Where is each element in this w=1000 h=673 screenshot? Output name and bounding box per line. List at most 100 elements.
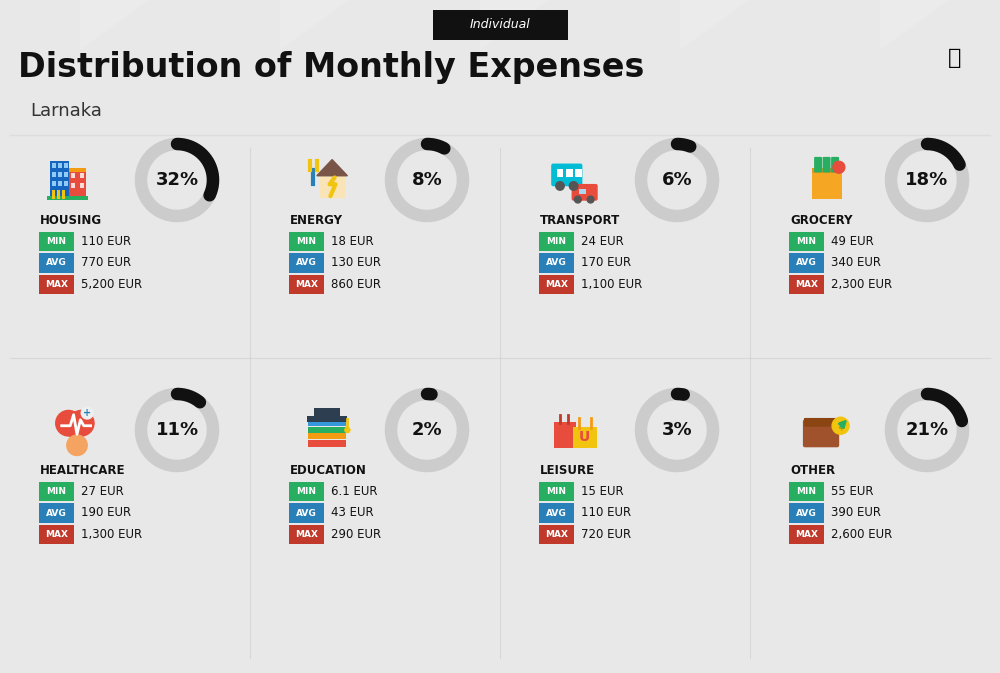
FancyBboxPatch shape xyxy=(39,482,74,501)
FancyBboxPatch shape xyxy=(789,232,824,251)
FancyBboxPatch shape xyxy=(289,525,324,544)
Text: Individual: Individual xyxy=(470,18,530,32)
FancyBboxPatch shape xyxy=(68,168,86,172)
Text: 130 EUR: 130 EUR xyxy=(331,256,381,269)
Text: 1,300 EUR: 1,300 EUR xyxy=(81,528,142,541)
FancyBboxPatch shape xyxy=(789,253,824,273)
Text: LEISURE: LEISURE xyxy=(540,464,595,476)
Circle shape xyxy=(68,411,94,436)
FancyBboxPatch shape xyxy=(80,182,84,188)
Text: MIN: MIN xyxy=(47,237,66,246)
FancyBboxPatch shape xyxy=(789,482,824,501)
FancyBboxPatch shape xyxy=(289,503,324,523)
FancyBboxPatch shape xyxy=(58,172,62,176)
FancyBboxPatch shape xyxy=(39,503,74,523)
Circle shape xyxy=(56,411,81,436)
Text: AVG: AVG xyxy=(796,509,817,518)
FancyBboxPatch shape xyxy=(804,418,838,427)
Text: 2%: 2% xyxy=(412,421,442,439)
FancyBboxPatch shape xyxy=(52,181,56,186)
FancyBboxPatch shape xyxy=(47,196,88,201)
Circle shape xyxy=(556,182,564,190)
Text: 6.1 EUR: 6.1 EUR xyxy=(331,485,378,498)
Text: MAX: MAX xyxy=(545,530,568,539)
Text: MAX: MAX xyxy=(545,280,568,289)
FancyBboxPatch shape xyxy=(812,173,842,199)
FancyBboxPatch shape xyxy=(58,163,62,168)
Text: 18%: 18% xyxy=(905,171,949,189)
FancyBboxPatch shape xyxy=(539,482,574,501)
Text: OTHER: OTHER xyxy=(790,464,835,476)
Circle shape xyxy=(345,427,350,433)
Text: AVG: AVG xyxy=(546,509,567,518)
Text: EDUCATION: EDUCATION xyxy=(290,464,367,476)
Circle shape xyxy=(569,182,578,190)
Text: 49 EUR: 49 EUR xyxy=(831,235,874,248)
Circle shape xyxy=(832,417,849,434)
FancyBboxPatch shape xyxy=(57,190,60,199)
Text: 32%: 32% xyxy=(155,171,199,189)
FancyBboxPatch shape xyxy=(52,163,56,168)
FancyBboxPatch shape xyxy=(52,190,55,199)
Text: MIN: MIN xyxy=(47,487,66,496)
Text: TRANSPORT: TRANSPORT xyxy=(540,213,620,227)
Text: Larnaka: Larnaka xyxy=(30,102,102,120)
Text: AVG: AVG xyxy=(296,509,317,518)
FancyBboxPatch shape xyxy=(307,417,347,421)
Text: Distribution of Monthly Expenses: Distribution of Monthly Expenses xyxy=(18,52,644,85)
Text: $: $ xyxy=(837,421,844,431)
FancyBboxPatch shape xyxy=(71,182,75,188)
FancyBboxPatch shape xyxy=(432,10,568,40)
FancyBboxPatch shape xyxy=(80,173,84,178)
FancyBboxPatch shape xyxy=(566,169,573,176)
FancyBboxPatch shape xyxy=(58,181,62,186)
Text: 24 EUR: 24 EUR xyxy=(581,235,624,248)
Text: MIN: MIN xyxy=(296,487,316,496)
Text: MIN: MIN xyxy=(546,237,566,246)
FancyBboxPatch shape xyxy=(539,503,574,523)
Text: MIN: MIN xyxy=(796,237,816,246)
FancyBboxPatch shape xyxy=(789,275,824,294)
FancyBboxPatch shape xyxy=(814,157,822,172)
Text: ENERGY: ENERGY xyxy=(290,213,343,227)
Text: 8%: 8% xyxy=(412,171,442,189)
Text: 2,600 EUR: 2,600 EUR xyxy=(831,528,892,541)
Text: AVG: AVG xyxy=(46,258,67,267)
Text: 27 EUR: 27 EUR xyxy=(81,485,124,498)
FancyBboxPatch shape xyxy=(62,190,65,199)
Text: MIN: MIN xyxy=(546,487,566,496)
Text: 3%: 3% xyxy=(662,421,692,439)
Text: MAX: MAX xyxy=(295,530,318,539)
Text: MAX: MAX xyxy=(795,530,818,539)
FancyBboxPatch shape xyxy=(50,162,68,199)
FancyBboxPatch shape xyxy=(308,427,346,433)
Text: 860 EUR: 860 EUR xyxy=(331,278,381,291)
FancyBboxPatch shape xyxy=(823,157,831,172)
FancyBboxPatch shape xyxy=(572,184,598,201)
Circle shape xyxy=(81,407,93,419)
Text: 110 EUR: 110 EUR xyxy=(81,235,131,248)
FancyBboxPatch shape xyxy=(289,253,324,273)
FancyBboxPatch shape xyxy=(557,169,563,176)
FancyBboxPatch shape xyxy=(803,419,839,448)
FancyBboxPatch shape xyxy=(551,164,582,186)
FancyBboxPatch shape xyxy=(39,275,74,294)
Text: 340 EUR: 340 EUR xyxy=(831,256,881,269)
FancyBboxPatch shape xyxy=(289,232,324,251)
Text: 1,100 EUR: 1,100 EUR xyxy=(581,278,642,291)
FancyBboxPatch shape xyxy=(64,172,68,176)
FancyBboxPatch shape xyxy=(539,525,574,544)
FancyBboxPatch shape xyxy=(308,420,346,426)
Text: 290 EUR: 290 EUR xyxy=(331,528,381,541)
Text: 55 EUR: 55 EUR xyxy=(831,485,874,498)
Text: 21%: 21% xyxy=(905,421,949,439)
Text: MAX: MAX xyxy=(295,280,318,289)
Text: 6%: 6% xyxy=(662,171,692,189)
FancyBboxPatch shape xyxy=(314,408,340,417)
Text: MAX: MAX xyxy=(795,280,818,289)
Text: AVG: AVG xyxy=(546,258,567,267)
Text: 5,200 EUR: 5,200 EUR xyxy=(81,278,142,291)
Text: 11%: 11% xyxy=(155,421,199,439)
Text: 170 EUR: 170 EUR xyxy=(581,256,631,269)
Circle shape xyxy=(587,196,594,203)
